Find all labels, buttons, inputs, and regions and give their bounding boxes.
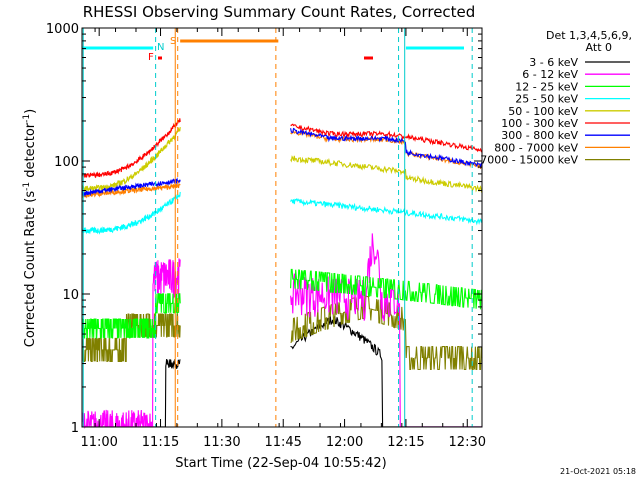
series-line xyxy=(290,233,482,428)
legend-label: 7000 - 15000 keV xyxy=(480,154,578,167)
series-line xyxy=(290,197,483,226)
series-line xyxy=(81,293,181,339)
x-tick-label: 11:15 xyxy=(142,435,179,450)
series-line xyxy=(81,191,181,235)
y-tick-label: 1 xyxy=(71,421,79,436)
flag-bars: FNS xyxy=(82,36,464,63)
y-axis: 1000 100 10 1 xyxy=(46,22,482,436)
legend-label: 12 - 25 keV xyxy=(515,80,578,93)
footer-timestamp: 21-Oct-2021 05:18 xyxy=(560,467,636,476)
x-tick-label: 11:45 xyxy=(264,435,301,450)
flag-label-night: N xyxy=(157,42,164,53)
series-line xyxy=(81,118,181,179)
series-line xyxy=(290,295,483,371)
legend-label: 3 - 6 keV xyxy=(529,56,578,69)
y-tick-label: 100 xyxy=(54,155,79,170)
x-tick-label: 11:00 xyxy=(80,435,117,450)
series-line xyxy=(290,314,482,428)
y-tick-label: 10 xyxy=(62,288,79,303)
series-layer xyxy=(81,118,483,430)
legend-label: 6 - 12 keV xyxy=(522,68,578,81)
series-line xyxy=(290,123,483,153)
legend-label: 800 - 7000 keV xyxy=(494,141,578,154)
flag-label-saa: S xyxy=(170,36,176,47)
chart-title: RHESSI Observing Summary Count Rates, Co… xyxy=(83,3,476,21)
marker-layer xyxy=(82,28,473,427)
y-tick-label: 1000 xyxy=(46,22,79,37)
series-line xyxy=(82,359,181,428)
x-axis: 11:00 11:15 11:30 11:45 12:00 12:15 12:30 xyxy=(80,28,486,450)
legend-title-line1: Det 1,3,4,5,6,9, xyxy=(546,29,632,42)
x-tick-label: 12:00 xyxy=(326,435,363,450)
series-line xyxy=(290,127,483,169)
x-tick-label: 11:30 xyxy=(203,435,240,450)
series-line xyxy=(81,127,181,192)
legend-label: 100 - 300 keV xyxy=(501,117,578,130)
legend-label: 300 - 800 keV xyxy=(501,129,578,142)
flag-label-flare: F xyxy=(148,52,154,63)
legend-label: 50 - 100 keV xyxy=(508,105,578,118)
x-tick-label: 12:30 xyxy=(449,435,486,450)
series-line xyxy=(81,177,181,198)
plot-frame xyxy=(81,27,483,428)
y-axis-label: Corrected Count Rate (s-1 detector-1) xyxy=(22,109,38,347)
series-line xyxy=(290,268,483,310)
legend-label: 25 - 50 keV xyxy=(515,93,578,106)
legend-title-line2: Att 0 xyxy=(586,41,612,54)
x-axis-label: Start Time (22-Sep-04 10:55:42) xyxy=(175,456,386,471)
series-line xyxy=(290,155,483,193)
x-tick-label: 12:15 xyxy=(387,435,424,450)
